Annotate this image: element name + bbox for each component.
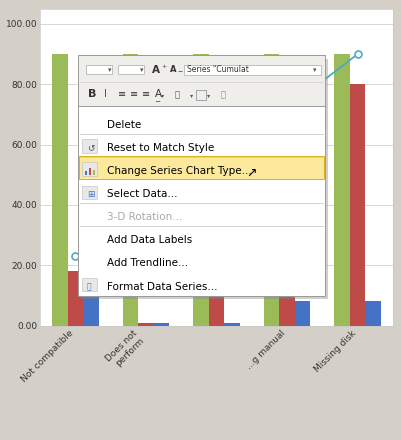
Bar	[224, 323, 240, 326]
Bar	[365, 301, 381, 326]
Bar	[123, 54, 138, 326]
Bar	[193, 54, 209, 326]
Text: ─: ─	[155, 99, 160, 106]
Bar	[209, 211, 224, 326]
Text: −: −	[177, 68, 182, 73]
Text: A: A	[152, 65, 160, 75]
Bar	[279, 139, 295, 326]
Bar	[83, 256, 99, 326]
Bar	[334, 54, 350, 326]
Text: ⊞: ⊞	[87, 190, 95, 198]
Text: ▾: ▾	[313, 66, 316, 73]
Text: 📊: 📊	[87, 282, 92, 291]
Text: Add Trendline...: Add Trendline...	[107, 258, 188, 268]
Bar	[154, 323, 169, 326]
Text: 🪣: 🪣	[174, 90, 179, 99]
Text: 🗑: 🗑	[221, 90, 225, 99]
Text: A: A	[170, 65, 176, 74]
Text: A: A	[155, 89, 162, 99]
Text: ↺: ↺	[87, 143, 95, 152]
Text: ≡: ≡	[130, 89, 138, 99]
Bar	[68, 271, 83, 326]
Text: Select Data...: Select Data...	[107, 189, 178, 199]
Text: ↗: ↗	[247, 167, 257, 180]
Bar	[52, 54, 68, 326]
Text: ≡: ≡	[117, 89, 126, 99]
Bar	[295, 301, 310, 326]
Bar	[350, 84, 365, 326]
Text: 3-D Rotation...: 3-D Rotation...	[107, 212, 182, 222]
Text: ▾: ▾	[108, 66, 112, 73]
Text: Add Data Labels: Add Data Labels	[107, 235, 192, 246]
Text: ≡: ≡	[142, 89, 150, 99]
Text: Reset to Match Style: Reset to Match Style	[107, 143, 214, 153]
Text: ▾: ▾	[207, 93, 211, 98]
Text: Change Series Chart Type...: Change Series Chart Type...	[107, 166, 252, 176]
Text: Format Data Series...: Format Data Series...	[107, 282, 218, 292]
Text: ▾: ▾	[161, 93, 164, 98]
Bar	[138, 323, 154, 326]
Text: Series "Cumulat: Series "Cumulat	[187, 65, 249, 74]
Bar	[264, 54, 279, 326]
Text: B: B	[88, 89, 97, 99]
Text: ▾: ▾	[190, 93, 193, 98]
Text: ▾: ▾	[140, 66, 144, 73]
Text: I: I	[104, 89, 107, 99]
Text: +: +	[161, 64, 166, 69]
Text: Delete: Delete	[107, 120, 141, 130]
